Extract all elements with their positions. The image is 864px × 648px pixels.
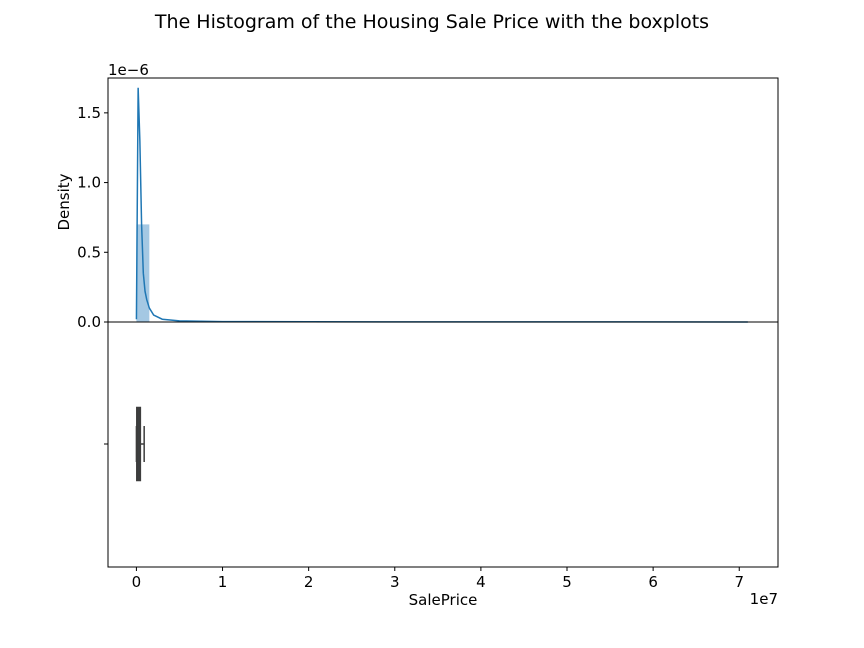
x-tick-label: 1 [218, 573, 228, 591]
y-tick-label: 1.5 [77, 104, 101, 122]
x-tick-label: 5 [562, 573, 572, 591]
y-tick-label: 0.5 [77, 243, 101, 261]
x-tick-label: 2 [304, 573, 314, 591]
y-tick-label: 1.0 [77, 174, 101, 192]
x-offset-label: 1e7 [750, 590, 778, 608]
boxplot-panel: 0 1 2 3 4 5 6 7 SalePrice 1e7 [104, 321, 779, 609]
x-tick-label: 6 [648, 573, 658, 591]
histogram-frame [107, 77, 779, 323]
y-offset-label: 1e−6 [108, 61, 149, 79]
kde-line [135, 87, 748, 323]
x-tick-label: 7 [734, 573, 744, 591]
y-axis-label: Density [55, 173, 73, 230]
x-tick-label: 3 [390, 573, 400, 591]
y-ticks: 0.0 0.5 1.0 1.5 [77, 104, 108, 331]
histogram-panel: 1e−6 Density 0.0 0.5 1.0 1.5 [55, 61, 779, 331]
figure-title: The Histogram of the Housing Sale Price … [154, 11, 709, 33]
x-tick-label: 4 [476, 573, 486, 591]
boxplot [135, 406, 145, 482]
x-tick-label: 0 [132, 573, 142, 591]
x-axis-label: SalePrice [409, 591, 478, 609]
y-tick-label: 0.0 [77, 313, 101, 331]
x-ticks: 0 1 2 3 4 5 6 7 [132, 567, 744, 591]
boxplot-frame [107, 321, 779, 568]
